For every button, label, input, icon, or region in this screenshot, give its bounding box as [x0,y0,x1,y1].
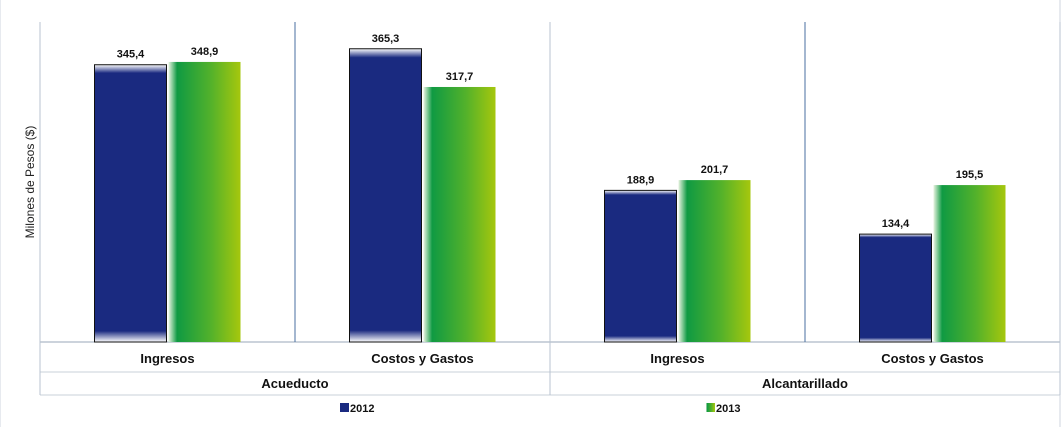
legend-swatch-2013 [706,403,715,412]
data-label-2013: 317,7 [446,71,474,83]
bar-2013 [933,185,1006,342]
category-labels: Ingresos Costos y Gastos Ingresos Costos y … [140,351,983,366]
group-labels: Acueducto Alcantarillado [261,376,848,391]
bars [94,48,1006,343]
category-label: Costos y Gastos [881,351,984,366]
data-label-2012: 365,3 [372,33,400,45]
legend: 2012 2013 [340,403,740,415]
bar-2013 [423,86,496,342]
category-label: Ingresos [140,351,194,366]
bar-2012 [604,189,677,343]
bar-2013 [168,61,241,343]
data-label-2013: 348,9 [191,46,219,58]
category-label: Costos y Gastos [371,351,474,366]
legend-label-2013: 2013 [716,403,740,415]
data-label-2012: 134,4 [882,218,910,230]
data-label-2013: 195,5 [956,169,984,181]
bar-2012 [94,64,167,343]
bar-2012 [349,48,422,343]
category-label: Ingresos [650,351,704,366]
data-label-2012: 188,9 [627,174,655,186]
legend-label-2012: 2012 [350,403,374,415]
y-axis-label: Milones de Pesos ($) [23,126,37,239]
data-labels: 345,4 348,9 365,3 317,7 188,9 201,7 134,4 195,5 [117,33,984,230]
category-dividers [39,22,1061,395]
data-label-2013: 201,7 [701,164,729,176]
bar-2013 [678,180,751,342]
group-label: Alcantarillado [762,376,848,391]
data-label-2012: 345,4 [117,49,145,61]
bar-2012 [859,233,932,343]
group-label: Acueducto [261,376,328,391]
legend-swatch-2012 [340,403,349,412]
